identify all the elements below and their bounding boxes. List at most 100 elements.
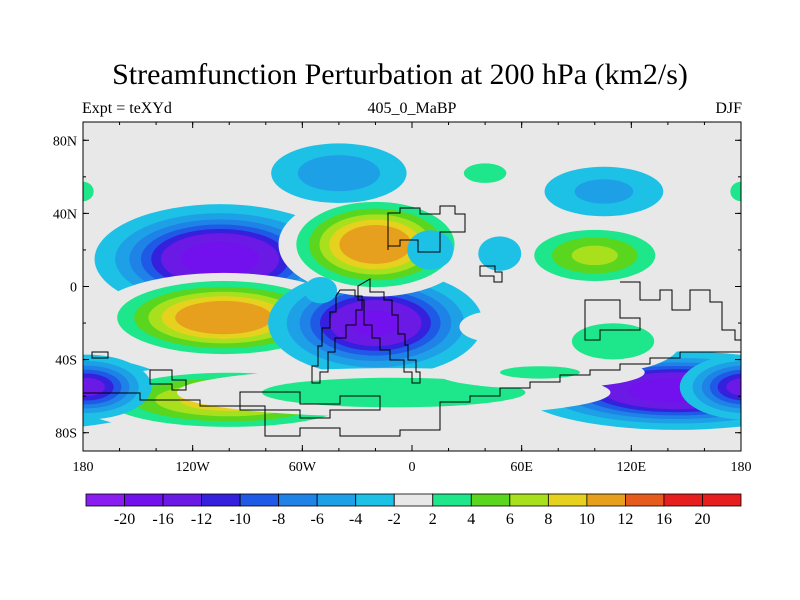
colorbar-swatch <box>124 493 164 507</box>
colorbar-label: 6 <box>506 511 514 528</box>
contour-level-4 <box>500 366 580 379</box>
contour-level-neg4 <box>574 179 634 204</box>
x-tick-label: 180 <box>731 460 752 475</box>
colorbar-label: 2 <box>429 511 437 528</box>
contour-level-neg6 <box>787 219 800 298</box>
contour-level-4 <box>775 281 800 354</box>
field-anomaly-16 <box>83 354 741 420</box>
field-anomaly-15 <box>83 165 741 218</box>
field-anomaly-4 <box>278 192 473 297</box>
contour-level-8 <box>571 245 618 266</box>
colorbar-swatch <box>625 493 665 507</box>
field-anomaly-10 <box>0 311 681 372</box>
x-tick-label: 60E <box>510 460 533 475</box>
colorbar-swatch <box>355 493 395 507</box>
x-tick-label: 120E <box>617 460 647 475</box>
axis-ticks: 180 120W 60W 0 60E 120E 180 80N 40N 0 40S 80S <box>53 122 752 475</box>
coastlines <box>83 205 741 437</box>
x-tick-label: 180 <box>73 460 94 475</box>
x-tick-label: 120W <box>176 460 211 475</box>
x-tick-label: 60W <box>289 460 317 475</box>
experiment-label: Expt = teXYd <box>82 100 172 117</box>
contour-level-6 <box>792 287 800 348</box>
contour-level-2 <box>751 273 800 362</box>
contour-level-4 <box>730 181 741 202</box>
contour-level-6 <box>790 378 800 421</box>
x-tick-label: 0 <box>409 460 416 475</box>
season-label: DJF <box>715 100 742 117</box>
colorbar-swatch <box>470 493 511 507</box>
contour-level-2 <box>731 387 741 412</box>
colorbar-label: -8 <box>272 511 285 528</box>
colorbar-label: 10 <box>579 511 595 528</box>
coastline-indonesia <box>584 299 641 341</box>
contour-level-neg4 <box>297 155 381 192</box>
colorbar-swatch <box>201 493 241 507</box>
coastline-ice-shelf <box>239 391 381 419</box>
coastline-australia-asia <box>620 281 741 341</box>
contour-level-neg2 <box>753 204 800 314</box>
contour-level-neg2 <box>0 167 5 216</box>
plot-title: Streamfunction Perturbation at 200 hPa (… <box>112 58 688 91</box>
contour-level-neg12 <box>83 377 105 397</box>
contour-level-neg2 <box>304 276 338 304</box>
coastline-africa <box>357 278 421 384</box>
contour-level-12 <box>339 225 412 264</box>
field-anomaly-12 <box>429 147 541 199</box>
colorbar-swatch <box>432 493 472 507</box>
colorbar-label: -6 <box>311 511 324 528</box>
coastline-africa-eurasia <box>387 205 466 253</box>
contour-level-4 <box>765 373 800 427</box>
y-tick-label: 80N <box>53 134 77 149</box>
contour-level-neg12 <box>83 381 93 400</box>
colorbar-label: -12 <box>191 511 212 528</box>
coastline-arabia <box>479 265 503 283</box>
y-tick-label: 40S <box>55 354 77 369</box>
colorbar-label: -16 <box>152 511 173 528</box>
contour-level-2 <box>459 311 530 343</box>
contour-level-2 <box>83 165 111 218</box>
contour-field <box>0 143 800 435</box>
y-tick-label: 40N <box>53 207 77 222</box>
contour-level-neg4 <box>773 213 800 305</box>
colorbar-label: 16 <box>656 511 672 528</box>
contour-level-4 <box>571 323 655 360</box>
y-tick-label: 0 <box>70 281 77 296</box>
contour-level-4 <box>463 163 507 183</box>
colorbar-swatch <box>586 493 626 507</box>
field-anomaly-13 <box>0 166 664 217</box>
contour-level-12 <box>175 300 273 335</box>
colorbar-swatch <box>85 493 125 507</box>
field-anomaly-5 <box>0 220 678 291</box>
colorbar-swatch <box>547 493 588 507</box>
coastline-south-america <box>311 289 363 384</box>
field-anomaly-20 <box>304 276 338 304</box>
contour-level-neg16 <box>0 378 68 402</box>
contour-level-neg12 <box>726 378 741 396</box>
contour-level-neg10 <box>717 373 741 401</box>
colorbar: -20 -16 -12 -10 -8 -6 -4 -2 2 4 6 8 10 12 16 20 <box>85 493 742 528</box>
colorbar-swatch <box>162 493 202 507</box>
colorbar-swatch <box>316 493 357 507</box>
colorbar-label: 8 <box>544 511 552 528</box>
case-label: 405_0_MaBP <box>367 100 457 117</box>
coastline-antarctica <box>83 351 741 437</box>
colorbar-swatch <box>663 493 703 507</box>
colorbar-swatch <box>278 493 318 507</box>
coastline-central-america <box>91 351 187 391</box>
colorbar-label: -20 <box>114 511 135 528</box>
y-tick-label: 80S <box>55 427 77 442</box>
field-anomaly-18 <box>459 311 530 343</box>
contour-level-2 <box>0 312 23 372</box>
colorbar-label: 12 <box>617 511 633 528</box>
colorbar-swatch <box>509 493 549 507</box>
contour-level-2 <box>0 221 19 291</box>
field-anomaly-19 <box>407 230 454 270</box>
field-anomaly-17 <box>478 236 522 271</box>
colorbar-label: -2 <box>388 511 401 528</box>
field-anomaly-11 <box>271 143 407 203</box>
contour-level-2 <box>713 165 741 218</box>
contour-level-4 <box>83 181 94 202</box>
contour-level-neg16 <box>181 241 260 277</box>
colorbar-swatch <box>393 493 434 507</box>
